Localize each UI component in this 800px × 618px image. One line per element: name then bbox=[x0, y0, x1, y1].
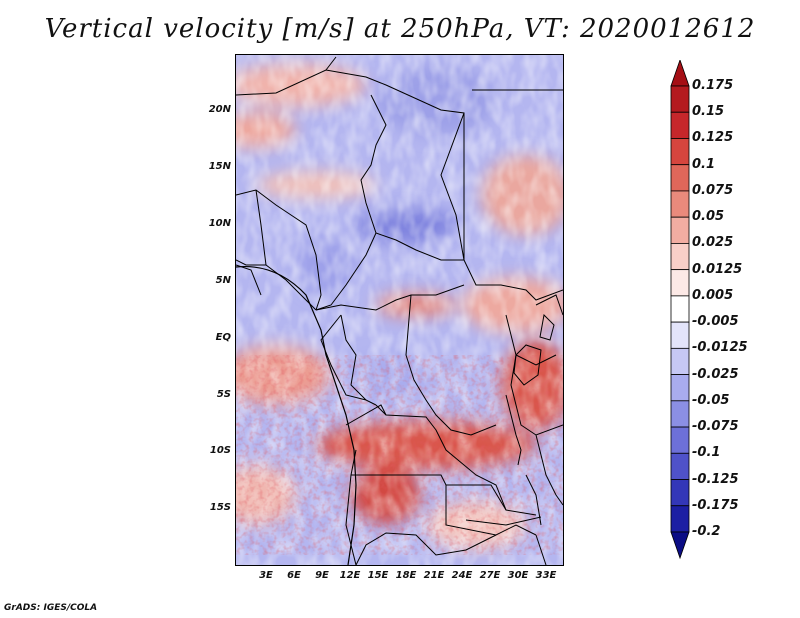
colorbar-label: -0.1 bbox=[692, 445, 721, 461]
colorbar-segment bbox=[670, 479, 690, 507]
colorbar-segment bbox=[670, 295, 690, 323]
lat-label-5s: 5S bbox=[216, 389, 231, 400]
colorbar-segment bbox=[670, 374, 690, 402]
colorbar bbox=[670, 60, 690, 560]
colorbar-label: -0.0125 bbox=[692, 340, 748, 356]
lon-label-3e: 3E bbox=[259, 570, 273, 581]
lat-label-15s: 15S bbox=[209, 502, 231, 513]
colorbar-label: 0.1 bbox=[692, 156, 716, 172]
colorbar-label: 0.0125 bbox=[692, 261, 743, 277]
colorbar-segment bbox=[670, 216, 690, 244]
colorbar-segment bbox=[670, 243, 690, 271]
lat-label-10s: 10S bbox=[209, 445, 231, 456]
coastline bbox=[236, 265, 357, 565]
colorbar-bottom-arrow bbox=[670, 531, 690, 560]
colorbar-segment bbox=[670, 400, 690, 428]
colorbar-label: -0.025 bbox=[692, 366, 739, 382]
map-plot-area bbox=[235, 54, 564, 566]
colorbar-segment bbox=[670, 138, 690, 166]
colorbar-segment bbox=[670, 347, 690, 375]
colorbar-label: -0.005 bbox=[692, 314, 739, 330]
lat-label-15n: 15N bbox=[208, 161, 231, 172]
lon-label-18e: 18E bbox=[395, 570, 417, 581]
colorbar-label: 0.075 bbox=[692, 182, 734, 198]
colorbar-label: 0.15 bbox=[692, 104, 725, 120]
vertical-velocity-field bbox=[236, 55, 563, 565]
colorbar-label: 0.005 bbox=[692, 287, 734, 303]
lon-label-6e: 6E bbox=[287, 570, 301, 581]
grads-credit: GrADS: IGES/COLA bbox=[4, 603, 98, 613]
colorbar-label: 0.125 bbox=[692, 130, 734, 146]
colorbar-label: -0.175 bbox=[692, 497, 739, 513]
lon-label-15e: 15E bbox=[367, 570, 389, 581]
colorbar-segment bbox=[670, 321, 690, 349]
colorbar-top-arrow bbox=[670, 60, 690, 87]
colorbar-label: -0.125 bbox=[692, 471, 739, 487]
colorbar-segment bbox=[670, 452, 690, 480]
lon-label-30e: 30E bbox=[507, 570, 529, 581]
lon-label-33e: 33E bbox=[535, 570, 557, 581]
lat-label-5n: 5N bbox=[215, 275, 231, 286]
colorbar-segment bbox=[670, 269, 690, 297]
lon-label-21e: 21E bbox=[423, 570, 445, 581]
lon-label-24e: 24E bbox=[451, 570, 473, 581]
lon-label-9e: 9E bbox=[315, 570, 329, 581]
colorbar-segment bbox=[670, 111, 690, 139]
colorbar-segment bbox=[670, 426, 690, 454]
lon-label-12e: 12E bbox=[339, 570, 361, 581]
colorbar-label: 0.175 bbox=[692, 78, 734, 93]
lat-label-10n: 10N bbox=[208, 218, 231, 229]
lakes bbox=[505, 313, 555, 526]
colorbar-label: -0.075 bbox=[692, 419, 739, 435]
colorbar-segment bbox=[670, 85, 690, 113]
colorbar-label: 0.05 bbox=[692, 209, 725, 225]
lat-label-eq: EQ bbox=[215, 332, 231, 343]
colorbar-label: -0.2 bbox=[692, 524, 721, 539]
map-title: Vertical velocity [m/s] at 250hPa, VT: 2… bbox=[44, 14, 756, 44]
colorbar-segment bbox=[670, 190, 690, 218]
lat-label-20n: 20N bbox=[208, 104, 231, 115]
colorbar-label: -0.05 bbox=[692, 392, 730, 408]
colorbar-segment bbox=[670, 505, 690, 533]
colorbar-segment bbox=[670, 164, 690, 192]
country-boundaries bbox=[236, 56, 563, 565]
lon-label-27e: 27E bbox=[479, 570, 501, 581]
colorbar-label: 0.025 bbox=[692, 235, 734, 251]
